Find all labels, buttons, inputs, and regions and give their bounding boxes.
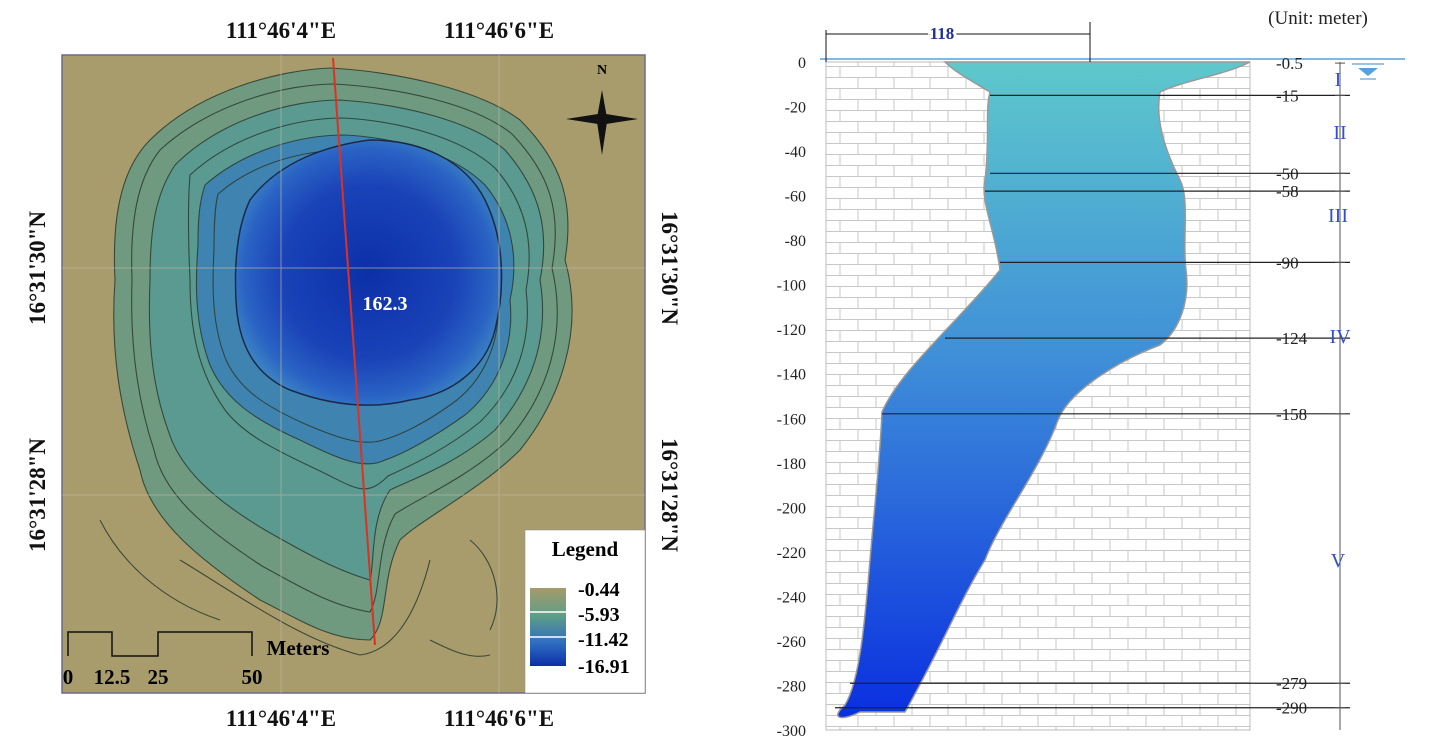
scale-bar: Meters 0 12.5 25 50 <box>63 631 330 689</box>
blue-hole-deep-zone <box>234 139 503 406</box>
depth-tick-label: -300 <box>777 723 806 740</box>
right-lat-label: 16°31'30"N <box>657 211 682 325</box>
bathymetry-map <box>61 54 646 694</box>
zone-label: II <box>1333 122 1346 144</box>
depth-tick-label: -20 <box>785 100 806 117</box>
depth-tick-label: -80 <box>785 233 806 250</box>
depth-tick-label: -200 <box>777 500 806 517</box>
legend-title: Legend <box>552 537 619 561</box>
bottom-lon-label: 111°46'4"E <box>226 706 336 731</box>
depth-tick-label: -160 <box>777 411 806 428</box>
graticule <box>62 55 645 693</box>
depth-tick-label: -40 <box>785 144 806 161</box>
depth-tick-label: -240 <box>777 589 806 606</box>
depth-tick-label: -120 <box>777 322 806 339</box>
unit-label: (Unit: meter) <box>1268 8 1368 29</box>
layer-depth-label: -58 <box>1276 182 1299 201</box>
depth-axis: 0 -20 -40 -60 -80 -100 -120 -140 -160 -180 -200 -22… <box>777 55 806 740</box>
top-lon-label: 111°46'6"E <box>444 18 554 43</box>
depth-tick-label: -220 <box>777 545 806 562</box>
depth-tick-label: -180 <box>777 456 806 473</box>
layer-depth-label: -279 <box>1276 674 1307 693</box>
right-lat-label: 16°31'28"N <box>657 438 682 552</box>
layer-depth-label: -124 <box>1276 329 1308 348</box>
zone-label: V <box>1331 550 1346 572</box>
depth-tick-label: -260 <box>777 634 806 651</box>
zone-label: III <box>1328 205 1348 227</box>
scale-label: 12.5 <box>94 665 131 689</box>
layer-depth-label: -15 <box>1276 86 1299 105</box>
blue-hole-water-body <box>837 61 1251 719</box>
scale-label: 25 <box>148 665 169 689</box>
legend-color-ramp <box>530 588 566 666</box>
layer-depth-label: -290 <box>1276 699 1307 718</box>
water-level-icon <box>1352 63 1384 80</box>
map-legend: Legend -0.44 -5.93 -11.42 -16.91 <box>524 529 646 694</box>
north-label: N <box>597 63 607 78</box>
depth-tick-label: -280 <box>777 678 806 695</box>
profile-length-label: 162.3 <box>363 293 408 315</box>
legend-value: -16.91 <box>578 656 630 678</box>
scale-unit-label: Meters <box>267 636 330 660</box>
legend-value: -0.44 <box>578 579 620 601</box>
left-lat-label: 16°31'30"N <box>25 211 50 325</box>
legend-value: -5.93 <box>578 604 620 626</box>
zone-label: I <box>1335 69 1342 91</box>
profile-line <box>332 57 376 646</box>
depth-tick-label: -60 <box>785 189 806 206</box>
depth-tick-label: -140 <box>777 367 806 384</box>
left-lat-label: 16°31'28"N <box>25 438 50 552</box>
width-label: 118 <box>930 24 955 43</box>
layer-depth-label: -0.5 <box>1276 54 1303 73</box>
layer-boundaries: -0.5 -15 -50-58 -90 -124 -158 -279 -290 <box>835 54 1350 718</box>
layer-depth-label: -90 <box>1276 253 1299 272</box>
top-lon-label: 111°46'4"E <box>226 18 336 43</box>
layer-depth-label: -158 <box>1276 405 1307 424</box>
north-arrow-icon: N <box>566 63 638 155</box>
depth-profile-diagram: 118 (Unit: meter) 0 -20 -40 -60 -80 -100 -120 -… <box>777 8 1405 740</box>
depth-tick-label: -100 <box>777 278 806 295</box>
bottom-lon-label: 111°46'6"E <box>444 706 554 731</box>
zone-label: IV <box>1329 326 1351 348</box>
layer-depth-label: -50 <box>1276 164 1299 183</box>
legend-value: -11.42 <box>578 629 629 651</box>
depth-tick-label: 0 <box>798 55 806 72</box>
scale-label: 0 <box>63 665 74 689</box>
scale-label: 50 <box>242 665 263 689</box>
